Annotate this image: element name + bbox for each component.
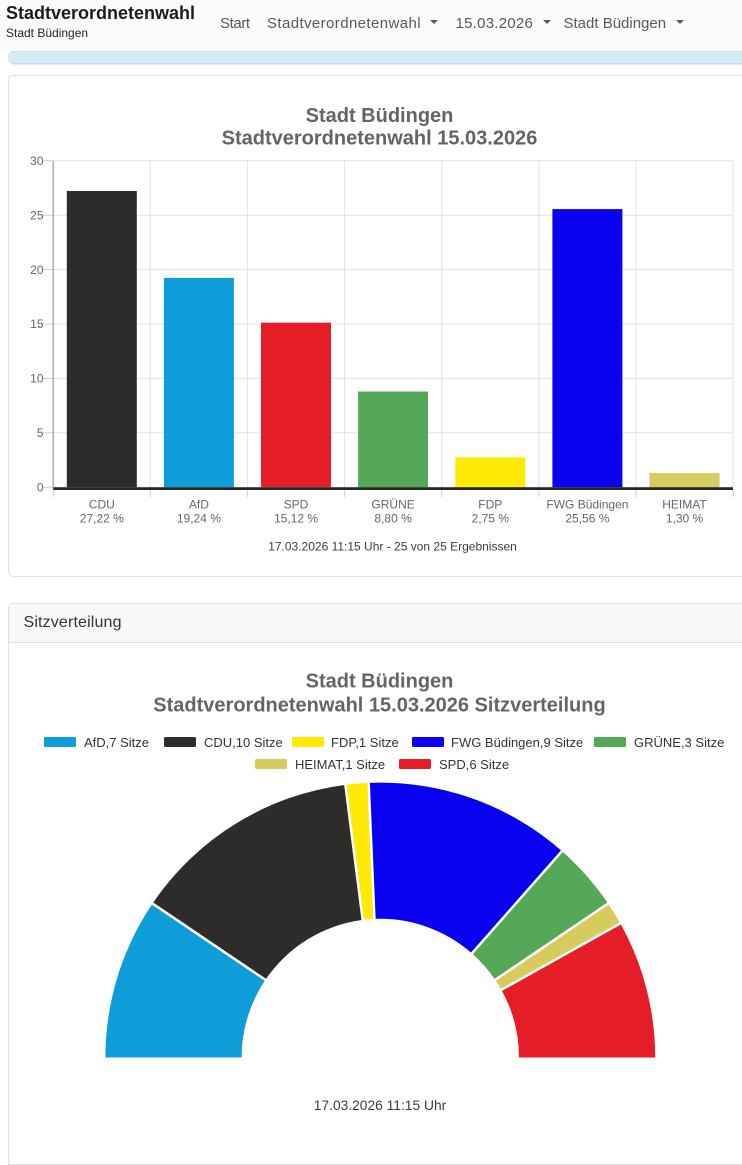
svg-text:SPD,6 Sitze: SPD,6 Sitze — [439, 757, 509, 772]
svg-text:15: 15 — [30, 317, 44, 331]
svg-text:25: 25 — [30, 208, 44, 222]
svg-text:27,22 %: 27,22 % — [80, 512, 124, 526]
svg-text:Stadt Büdingen: Stadt Büdingen — [306, 105, 454, 127]
svg-text:Stadt Büdingen: Stadt Büdingen — [306, 670, 454, 692]
svg-text:17.03.2026 11:15 Uhr - 25 von: 17.03.2026 11:15 Uhr - 25 von 25 Ergebni… — [268, 540, 517, 554]
svg-text:SPD: SPD — [284, 498, 309, 512]
svg-text:CDU,10 Sitze: CDU,10 Sitze — [204, 735, 283, 750]
svg-text:25,56 %: 25,56 % — [565, 512, 609, 526]
svg-text:AfD: AfD — [189, 498, 209, 512]
svg-text:30: 30 — [30, 154, 44, 168]
svg-text:FDP,1 Sitze: FDP,1 Sitze — [331, 735, 399, 750]
svg-text:8,80 %: 8,80 % — [374, 512, 412, 526]
svg-text:GRÜNE,3 Sitze: GRÜNE,3 Sitze — [634, 735, 724, 750]
svg-text:FWG Büdingen: FWG Büdingen — [546, 498, 628, 512]
svg-text:17.03.2026 11:15 Uhr: 17.03.2026 11:15 Uhr — [314, 1098, 447, 1113]
svg-text:HEIMAT: HEIMAT — [662, 498, 707, 512]
svg-text:0: 0 — [37, 480, 44, 494]
svg-text:10: 10 — [30, 372, 44, 386]
svg-text:FDP: FDP — [478, 498, 502, 512]
svg-text:1,30 %: 1,30 % — [666, 512, 704, 526]
svg-text:2,75 %: 2,75 % — [472, 512, 510, 526]
svg-text:19,24 %: 19,24 % — [177, 512, 221, 526]
svg-text:CDU: CDU — [89, 498, 115, 512]
svg-text:Stadtverordnetenwahl 15.03.202: Stadtverordnetenwahl 15.03.2026 — [222, 127, 538, 149]
svg-text:HEIMAT,1 Sitze: HEIMAT,1 Sitze — [295, 757, 385, 772]
svg-text:GRÜNE: GRÜNE — [371, 498, 414, 512]
svg-text:20: 20 — [30, 263, 44, 277]
svg-text:AfD,7 Sitze: AfD,7 Sitze — [84, 735, 149, 750]
svg-text:15,12 %: 15,12 % — [274, 512, 318, 526]
svg-text:5: 5 — [37, 426, 44, 440]
svg-text:FWG Büdingen,9 Sitze: FWG Büdingen,9 Sitze — [451, 735, 583, 750]
svg-text:Stadtverordnetenwahl 15.03.202: Stadtverordnetenwahl 15.03.2026 Sitzvert… — [153, 695, 605, 717]
